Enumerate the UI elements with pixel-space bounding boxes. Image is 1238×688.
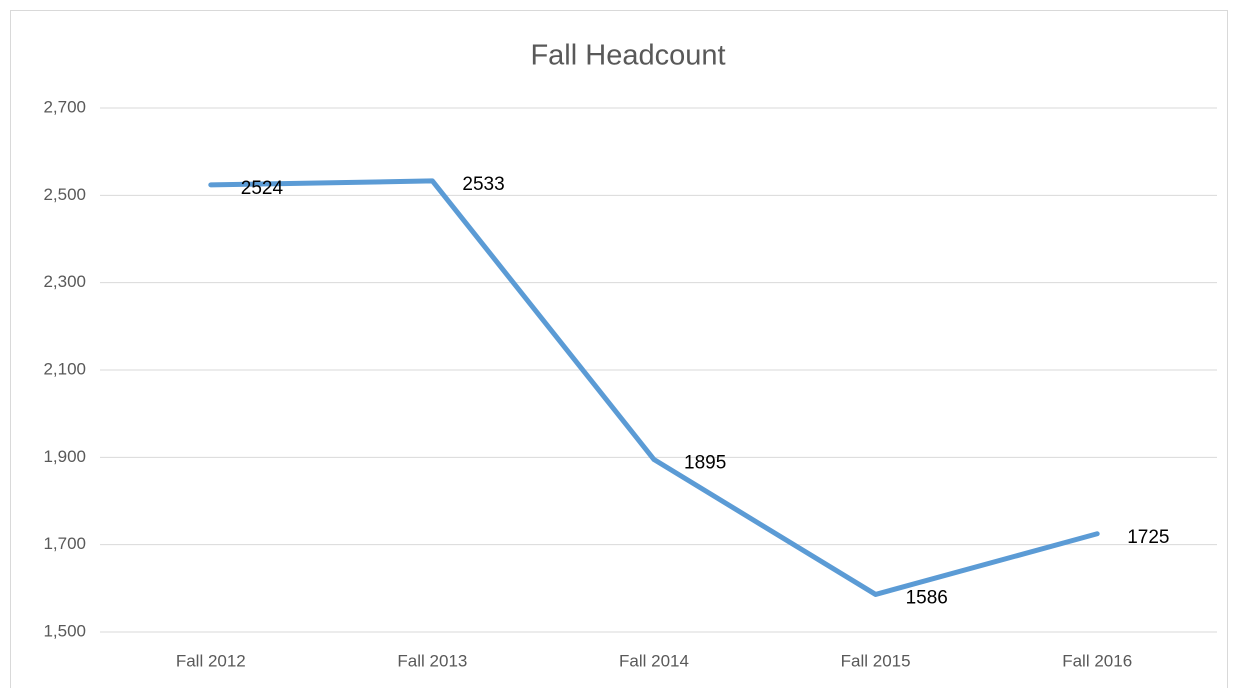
y-tick-label: 1,500 — [43, 621, 86, 640]
data-label: 2524 — [241, 178, 284, 199]
y-tick-label: 2,300 — [43, 272, 86, 291]
data-label: 1586 — [906, 587, 948, 608]
data-label: 2533 — [462, 174, 504, 195]
y-tick-label: 2,100 — [43, 359, 86, 378]
data-label: 1895 — [684, 453, 726, 474]
y-tick-label: 1,900 — [43, 447, 86, 466]
line-series — [208, 178, 1100, 597]
x-tick-label: Fall 2014 — [619, 651, 689, 670]
x-tick-label: Fall 2015 — [841, 651, 911, 670]
y-tick-label: 2,700 — [43, 97, 86, 116]
y-tick-label: 2,500 — [43, 185, 86, 204]
x-tick-label: Fall 2013 — [397, 651, 467, 670]
data-label: 1725 — [1127, 527, 1169, 548]
y-tick-label: 1,700 — [43, 534, 86, 553]
x-tick-label: Fall 2012 — [176, 651, 246, 670]
chart-title: Fall Headcount — [530, 40, 725, 72]
x-tick-label: Fall 2016 — [1062, 651, 1132, 670]
chart-border — [10, 10, 1228, 688]
